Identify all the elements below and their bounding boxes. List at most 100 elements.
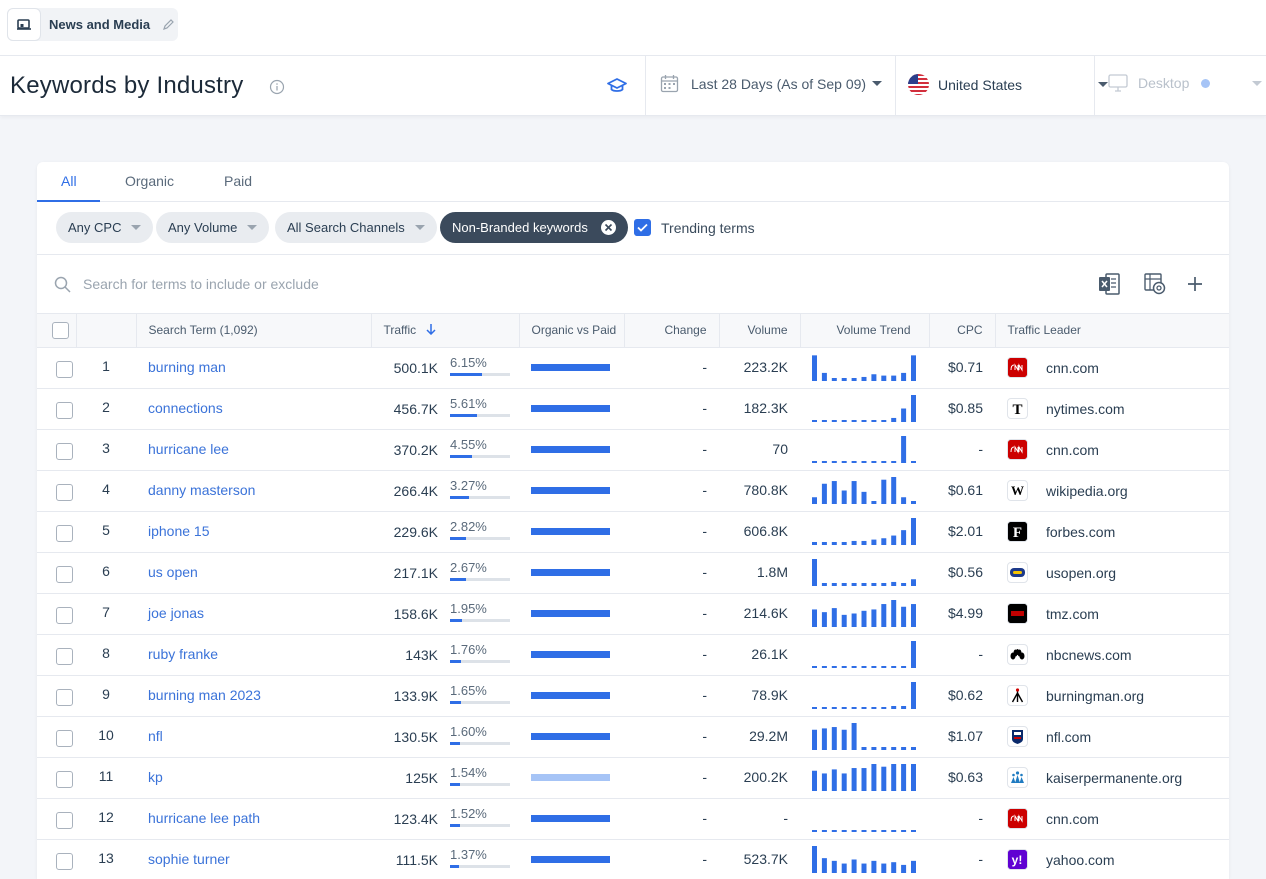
- branded-filter[interactable]: Non-Branded keywords: [440, 212, 628, 243]
- clear-filter-icon[interactable]: [600, 220, 616, 235]
- checkbox-checked-icon[interactable]: [634, 219, 651, 236]
- add-icon[interactable]: [1185, 272, 1205, 301]
- traffic-leader-domain[interactable]: kaiserpermanente.org: [1046, 769, 1183, 786]
- row-checkbox[interactable]: [56, 771, 73, 788]
- settings-gear-icon[interactable]: [1143, 272, 1167, 301]
- table-row[interactable]: 9 burning man 2023 133.9K 1.65% - 78.9K …: [37, 675, 1229, 717]
- table-row[interactable]: 3 hurricane lee 370.2K 4.55% - 70 - cnn.…: [37, 429, 1229, 471]
- row-checkbox[interactable]: [56, 525, 73, 542]
- table-row[interactable]: 10 nfl 130.5K 1.60% - 29.2M $1.07 nfl.co…: [37, 716, 1229, 758]
- traffic-leader-domain[interactable]: nfl.com: [1046, 728, 1092, 745]
- search-term-link[interactable]: ruby franke: [148, 645, 219, 662]
- channels-filter[interactable]: All Search Channels: [275, 212, 437, 243]
- cpc-filter[interactable]: Any CPC: [56, 212, 154, 243]
- traffic-leader-cell[interactable]: T nytimes.com: [995, 388, 1229, 430]
- header-change[interactable]: Change: [624, 314, 720, 348]
- row-checkbox[interactable]: [56, 689, 73, 706]
- search-term-link[interactable]: kp: [148, 768, 163, 785]
- row-checkbox[interactable]: [56, 607, 73, 624]
- traffic-leader-domain[interactable]: yahoo.com: [1046, 851, 1115, 868]
- info-icon[interactable]: [269, 79, 285, 100]
- table-row[interactable]: 5 iphone 15 229.6K 2.82% - 606.8K $2.01 …: [37, 511, 1229, 553]
- sort-arrow-down-icon[interactable]: [425, 323, 436, 338]
- search-term-link[interactable]: burning man 2023: [148, 686, 261, 703]
- graduation-cap-icon[interactable]: [606, 76, 628, 101]
- traffic-leader-domain[interactable]: forbes.com: [1046, 523, 1116, 540]
- row-checkbox[interactable]: [56, 566, 73, 583]
- traffic-leader-cell[interactable]: cnn.com: [995, 347, 1229, 389]
- traffic-leader-domain[interactable]: burningman.org: [1046, 687, 1145, 704]
- volume-filter[interactable]: Any Volume: [156, 212, 270, 243]
- traffic-leader-domain[interactable]: tmz.com: [1046, 605, 1099, 622]
- search-term-link[interactable]: hurricane lee: [148, 440, 229, 457]
- table-row[interactable]: 2 connections 456.7K 5.61% - 182.3K $0.8…: [37, 388, 1229, 430]
- header-search-term[interactable]: Search Term (1,092): [136, 314, 372, 348]
- header-traffic[interactable]: Traffic: [371, 314, 520, 348]
- row-checkbox[interactable]: [56, 361, 73, 378]
- search-term-link[interactable]: hurricane lee path: [148, 809, 261, 826]
- table-row[interactable]: 1 burning man 500.1K 6.15% - 223.2K $0.7…: [37, 347, 1229, 389]
- trending-terms-toggle[interactable]: Trending terms: [634, 219, 755, 236]
- table-row[interactable]: 11 kp 125K 1.54% - 200.2K $0.63 kaiserpe…: [37, 757, 1229, 799]
- row-select-cell: [37, 839, 76, 879]
- traffic-leader-cell[interactable]: cnn.com: [995, 429, 1229, 471]
- row-checkbox[interactable]: [56, 484, 73, 501]
- traffic-leader-cell[interactable]: nfl.com: [995, 716, 1229, 758]
- excel-export-icon[interactable]: [1097, 272, 1121, 301]
- row-checkbox[interactable]: [56, 853, 73, 870]
- header-organic-vs-paid[interactable]: Organic vs Paid: [519, 314, 625, 348]
- header-volume[interactable]: Volume: [719, 314, 801, 348]
- trend-bar: [851, 461, 857, 463]
- search-term-link[interactable]: burning man: [148, 358, 226, 375]
- search-term-link[interactable]: iphone 15: [148, 522, 210, 539]
- country-picker[interactable]: United States: [908, 74, 1109, 95]
- search-term-link[interactable]: nfl: [148, 727, 163, 744]
- header-traffic-leader[interactable]: Traffic Leader: [995, 314, 1229, 348]
- traffic-leader-cell[interactable]: nbcnews.com: [995, 634, 1229, 676]
- tab-all[interactable]: All: [61, 173, 77, 189]
- tab-paid[interactable]: Paid: [224, 173, 253, 189]
- table-row[interactable]: 6 us open 217.1K 2.67% - 1.8M $0.56 usop…: [37, 552, 1229, 594]
- table-row[interactable]: 7 joe jonas 158.6K 1.95% - 214.6K $4.99 …: [37, 593, 1229, 635]
- search-term-link[interactable]: sophie turner: [148, 850, 230, 867]
- search-term-link[interactable]: us open: [148, 563, 198, 580]
- traffic-leader-cell[interactable]: usopen.org: [995, 552, 1229, 594]
- select-all-header[interactable]: [37, 314, 77, 348]
- row-checkbox[interactable]: [56, 402, 73, 419]
- traffic-leader-cell[interactable]: y! yahoo.com: [995, 839, 1229, 879]
- row-checkbox[interactable]: [56, 443, 73, 460]
- traffic-leader-domain[interactable]: cnn.com: [1046, 441, 1099, 458]
- cpc-value: -: [929, 634, 995, 676]
- table-row[interactable]: 12 hurricane lee path 123.4K 1.52% - - -…: [37, 798, 1229, 840]
- traffic-leader-cell[interactable]: F forbes.com: [995, 511, 1229, 553]
- traffic-leader-domain[interactable]: cnn.com: [1046, 359, 1099, 376]
- trend-bar: [812, 666, 817, 668]
- row-checkbox[interactable]: [56, 648, 73, 665]
- traffic-leader-domain[interactable]: wikipedia.org: [1046, 482, 1128, 499]
- search-term-link[interactable]: danny masterson: [148, 481, 256, 498]
- tab-organic[interactable]: Organic: [125, 173, 175, 189]
- traffic-leader-domain[interactable]: nytimes.com: [1046, 400, 1125, 417]
- table-row[interactable]: 13 sophie turner 111.5K 1.37% - 523.7K -…: [37, 839, 1229, 879]
- traffic-leader-cell[interactable]: tmz.com: [995, 593, 1229, 635]
- traffic-leader-cell[interactable]: cnn.com: [995, 798, 1229, 840]
- table-row[interactable]: 8 ruby franke 143K 1.76% - 26.1K - nbcne…: [37, 634, 1229, 676]
- traffic-leader-domain[interactable]: nbcnews.com: [1046, 646, 1132, 663]
- row-checkbox[interactable]: [56, 730, 73, 747]
- traffic-leader-cell[interactable]: W wikipedia.org: [995, 470, 1229, 512]
- table-row[interactable]: 4 danny masterson 266.4K 3.27% - 780.8K …: [37, 470, 1229, 512]
- row-checkbox[interactable]: [56, 812, 73, 829]
- traffic-leader-domain[interactable]: cnn.com: [1046, 810, 1099, 827]
- traffic-leader-cell[interactable]: burningman.org: [995, 675, 1229, 717]
- edit-pencil-icon[interactable]: [162, 18, 175, 31]
- device-picker[interactable]: Desktop: [1108, 74, 1263, 92]
- date-range-picker[interactable]: Last 28 Days (As of Sep 09): [660, 74, 883, 93]
- traffic-leader-cell[interactable]: kaiserpermanente.org: [995, 757, 1229, 799]
- search-term-link[interactable]: joe jonas: [148, 604, 205, 621]
- search-term-link[interactable]: connections: [148, 399, 223, 416]
- header-cpc[interactable]: CPC: [929, 314, 996, 348]
- traffic-leader-domain[interactable]: usopen.org: [1046, 564, 1117, 581]
- select-all-checkbox[interactable]: [52, 321, 69, 339]
- search-input[interactable]: [83, 271, 683, 297]
- workspace-chip[interactable]: News and Media: [7, 8, 178, 41]
